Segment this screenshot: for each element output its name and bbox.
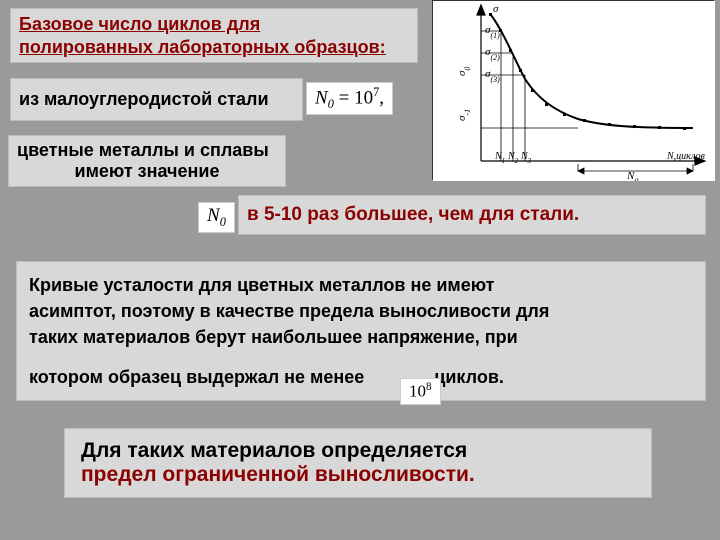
c-l1: Для таких материалов определяется: [81, 439, 635, 463]
svg-text:N,циклов: N,циклов: [666, 151, 706, 162]
ratio-text: в 5-10 раз большее, чем для стали.: [247, 204, 579, 225]
steel-text: из малоуглеродистой стали: [19, 89, 269, 109]
p-l4: котором образец выдержал не менее циклов…: [29, 364, 693, 390]
chart-svg: σ σ(1) σ(2) σ(3) σ0 σ-1 N1 N2 N3 N0 N,ци…: [433, 1, 715, 181]
title-line2: полированных лабораторных образцов:: [19, 36, 409, 59]
formula-n0-alone: N0: [198, 202, 235, 233]
p-l2: асимптот, поэтому в качестве предела вын…: [29, 298, 693, 324]
formula-1e8: 108: [400, 378, 441, 405]
paragraph-box: Кривые усталости для цветных металлов не…: [16, 261, 706, 401]
steel-box: из малоуглеродистой стали: [10, 78, 303, 121]
title-line1: Базовое число циклов для: [19, 13, 409, 36]
formula-n0-steel: N0 = 107,: [306, 82, 393, 115]
ratio-box: в 5-10 раз большее, чем для стали.: [238, 195, 706, 235]
c-l2: предел ограниченной выносливости.: [81, 463, 635, 487]
p-l1: Кривые усталости для цветных металлов не…: [29, 272, 693, 298]
nf-line1: цветные металлы и сплавы: [17, 140, 277, 161]
fatigue-curve-chart: σ σ(1) σ(2) σ(3) σ0 σ-1 N1 N2 N3 N0 N,ци…: [432, 0, 714, 180]
title-box: Базовое число циклов для полированных ла…: [10, 8, 418, 63]
nf-line2: имеют значение: [17, 161, 277, 182]
ylabel: σ: [493, 3, 499, 15]
nonferrous-box: цветные металлы и сплавы имеют значение: [8, 135, 286, 187]
conclusion-box: Для таких материалов определяется предел…: [64, 428, 652, 498]
p-l3: таких материалов берут наибольшее напряж…: [29, 324, 693, 350]
